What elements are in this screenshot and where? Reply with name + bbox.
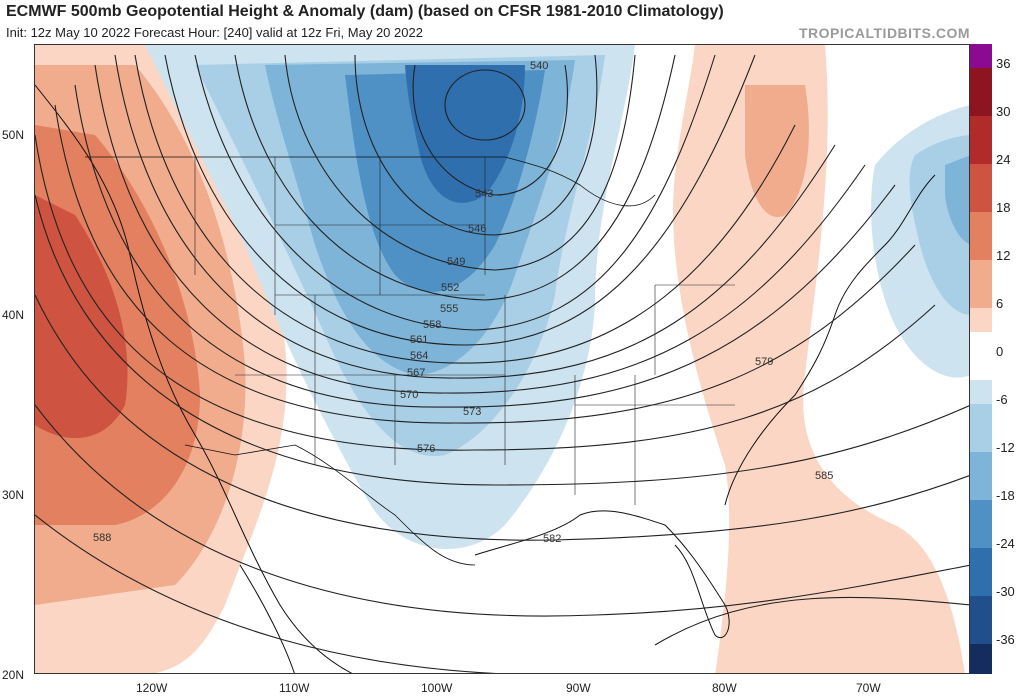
contour-label-555: 555 [440, 303, 458, 315]
colorbar-segment [970, 644, 992, 674]
contour-label-561: 561 [410, 334, 428, 346]
colorbar-segment [970, 212, 992, 260]
brand-watermark[interactable]: TROPICALTIDBITS.COM [798, 25, 970, 41]
colorbar-tick: 6 [996, 296, 1004, 311]
colorbar-tick: 12 [996, 248, 1011, 263]
west-anomaly-pos-18 [35, 195, 128, 439]
contour-label-558: 558 [423, 319, 441, 331]
colorbar-segment [970, 404, 992, 452]
chart-title: ECMWF 500mb Geopotential Height & Anomal… [6, 3, 724, 20]
lat-label: 40N [2, 308, 25, 322]
colorbar-tick: -24 [996, 536, 1015, 551]
contour-label-564: 564 [410, 350, 428, 362]
lat-label: 30N [2, 488, 25, 502]
central-anomaly-neg-24 [405, 65, 525, 203]
colorbar-segment [970, 596, 992, 644]
lat-label: 50N [2, 128, 25, 142]
contour-label-588: 588 [93, 532, 111, 544]
colorbar-tick: -6 [996, 392, 1008, 407]
contour-labels: 540 543 546 549 552 555 558 561 564 567 … [93, 60, 833, 545]
colorbar-segment [970, 332, 992, 380]
contour-label-567: 567 [407, 367, 425, 379]
map-svg: 540 543 546 549 552 555 558 561 564 567 … [35, 45, 969, 673]
contour-label-579: 579 [755, 356, 773, 368]
lat-label: 20N [2, 668, 25, 682]
colorbar-tick: -36 [996, 632, 1015, 647]
colorbar-tick: 0 [996, 344, 1004, 359]
colorbar-segment [970, 116, 992, 164]
contour-label-552: 552 [441, 282, 459, 294]
colorbar-segment [970, 380, 992, 404]
map-panel: 540 543 546 549 552 555 558 561 564 567 … [34, 44, 970, 674]
contour-label-576: 576 [417, 443, 435, 455]
colorbar-segment [970, 548, 992, 596]
contour-label-540: 540 [530, 60, 548, 72]
colorbar-tick: 30 [996, 104, 1011, 119]
state-borders [194, 157, 735, 505]
east-anomaly-pos-3 [673, 45, 965, 673]
colorbar-tick: -30 [996, 584, 1015, 599]
colorbar-segment [970, 68, 992, 116]
contour-label-573: 573 [463, 406, 481, 418]
lon-label: 100W [421, 681, 453, 695]
colorbar-segment [970, 308, 992, 332]
lon-label: 120W [136, 681, 168, 695]
contour-label-582: 582 [543, 533, 561, 545]
anomaly-colorbar [970, 44, 992, 674]
colorbar-tick: -18 [996, 488, 1015, 503]
east-anomaly-pos-6 [745, 85, 809, 217]
atlantic-anomaly-neg-12 [945, 155, 969, 244]
contour-label-543: 543 [475, 188, 493, 200]
lon-label: 70W [856, 681, 881, 695]
country-borders [85, 156, 656, 566]
colorbar-tick: 24 [996, 152, 1011, 167]
colorbar-segment [970, 452, 992, 500]
lon-label: 110W [279, 681, 310, 695]
colorbar-tick: 18 [996, 200, 1011, 215]
contour-label-549: 549 [447, 256, 465, 268]
colorbar-tick: -12 [996, 440, 1015, 455]
contour-label-585: 585 [815, 470, 833, 482]
height-contours [35, 54, 969, 673]
chart-subtitle: Init: 12z May 10 2022 Forecast Hour: [24… [6, 25, 423, 40]
colorbar-segment [970, 260, 992, 308]
lon-label: 90W [566, 681, 591, 695]
contour-label-546: 546 [468, 223, 486, 235]
colorbar-segment [970, 164, 992, 212]
lon-label: 80W [712, 681, 737, 695]
colorbar-tick: 36 [996, 56, 1011, 71]
colorbar-segment [970, 44, 992, 68]
contour-label-570: 570 [400, 389, 418, 401]
colorbar-segment [970, 500, 992, 548]
